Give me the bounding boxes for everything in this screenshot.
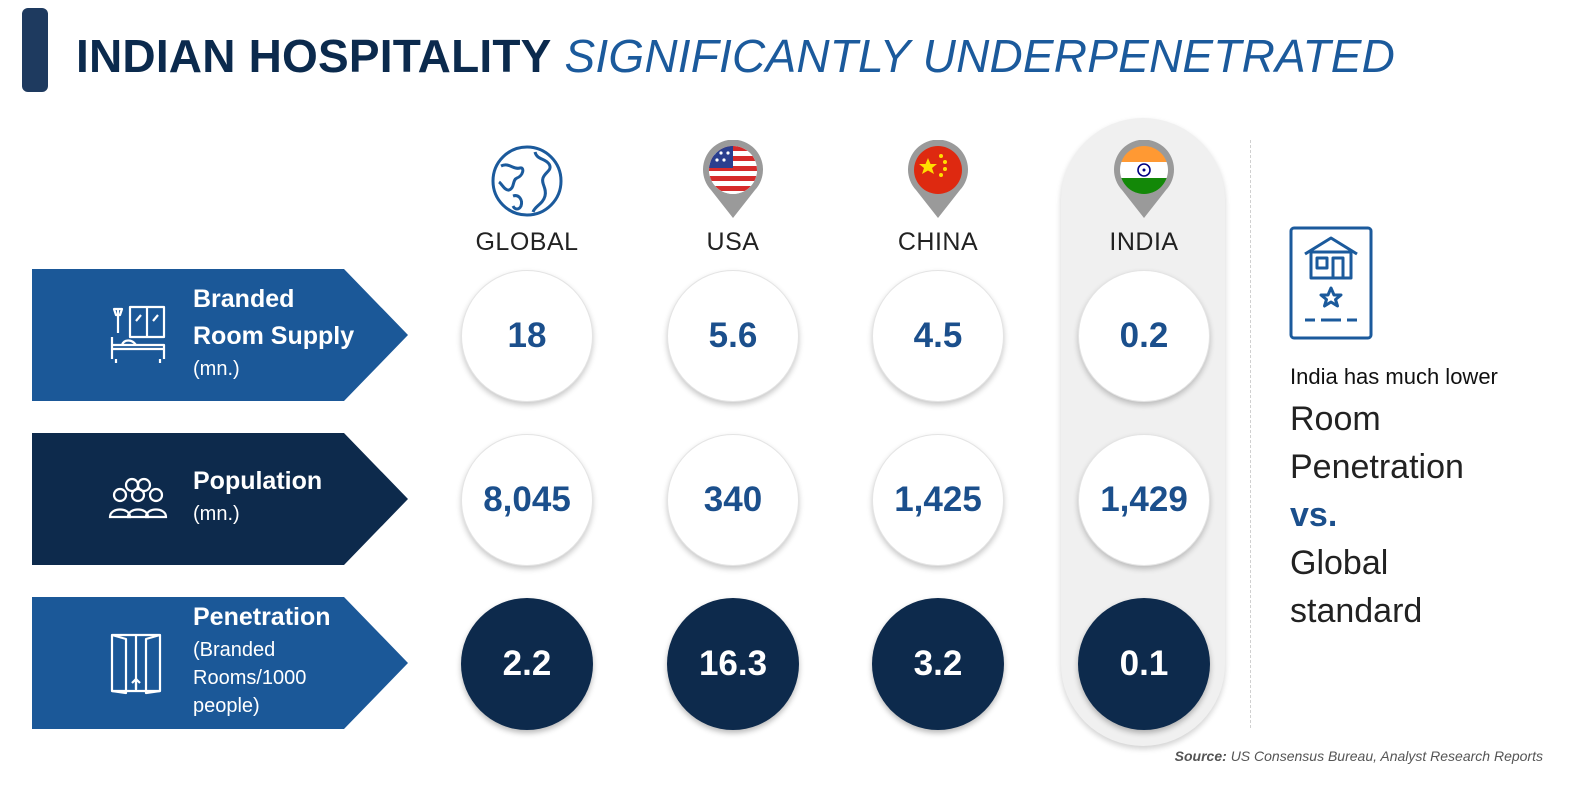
hotel-room-icon: [110, 305, 166, 363]
value-room-supply-global: 18: [461, 270, 593, 402]
side-note-line2: Penetration: [1290, 448, 1464, 486]
value-population-usa: 340: [667, 434, 799, 566]
row-subtitle-line3: people): [193, 695, 260, 717]
value-room-supply-usa: 5.6: [667, 270, 799, 402]
page-title: INDIAN HOSPITALITY SIGNIFICANTLY UNDERPE…: [76, 26, 1395, 86]
china-flag-pin-icon: [908, 140, 968, 218]
side-note-line3: Global: [1290, 544, 1389, 582]
source-label: Source:: [1174, 748, 1227, 764]
value-population-india: 1,429: [1078, 434, 1210, 566]
row-title: Population: [193, 467, 323, 495]
value-population-global: 8,045: [461, 434, 593, 566]
row-title-line1: Branded: [193, 285, 295, 313]
door-icon: [110, 633, 162, 695]
banner-arrow-shape: [32, 433, 408, 565]
globe-icon: [491, 145, 563, 217]
row-subtitle-line2: Rooms/1000: [193, 667, 307, 689]
column-label-global: GLOBAL: [475, 228, 579, 256]
row-subtitle: (mn.): [193, 503, 240, 525]
row-subtitle: (mn.): [193, 358, 240, 380]
side-note-line4: standard: [1290, 592, 1423, 630]
source-text: US Consensus Bureau, Analyst Research Re…: [1230, 748, 1543, 764]
title-bold: INDIAN HOSPITALITY: [76, 30, 552, 82]
column-label-usa: USA: [706, 228, 760, 256]
column-label-india: INDIA: [1109, 228, 1179, 256]
row-banner-penetration: Penetration (Branded Rooms/1000 people): [32, 597, 408, 729]
value-room-supply-india: 0.2: [1078, 270, 1210, 402]
row-title-line2: Room Supply: [193, 322, 355, 350]
value-penetration-usa: 16.3: [667, 598, 799, 730]
row-title: Penetration: [193, 603, 331, 631]
row-banner-room-supply: Branded Room Supply (mn.): [32, 269, 408, 401]
vertical-divider: [1250, 140, 1251, 728]
india-flag-pin-icon: [1114, 140, 1174, 218]
side-note-intro: India has much lower: [1290, 364, 1498, 389]
row-subtitle-line1: (Branded: [193, 639, 276, 661]
side-note-vs: vs.: [1290, 496, 1338, 534]
usa-flag-pin-icon: [703, 140, 763, 218]
value-penetration-india: 0.1: [1078, 598, 1210, 730]
value-room-supply-china: 4.5: [872, 270, 1004, 402]
title-accent-bar: [22, 8, 48, 92]
banner-arrow-shape: [32, 269, 408, 401]
hotel-card-icon: [1289, 226, 1373, 340]
value-population-china: 1,425: [872, 434, 1004, 566]
side-note-line1: Room: [1290, 400, 1381, 438]
title-italic: SIGNIFICANTLY UNDERPENETRATED: [564, 30, 1396, 82]
column-label-china: CHINA: [897, 228, 979, 256]
value-penetration-global: 2.2: [461, 598, 593, 730]
people-group-icon: [108, 477, 168, 519]
value-penetration-china: 3.2: [872, 598, 1004, 730]
row-banner-population: Population (mn.): [32, 433, 408, 565]
source-note: Source: US Consensus Bureau, Analyst Res…: [1175, 748, 1543, 764]
banner-arrow-shape: [32, 597, 408, 729]
